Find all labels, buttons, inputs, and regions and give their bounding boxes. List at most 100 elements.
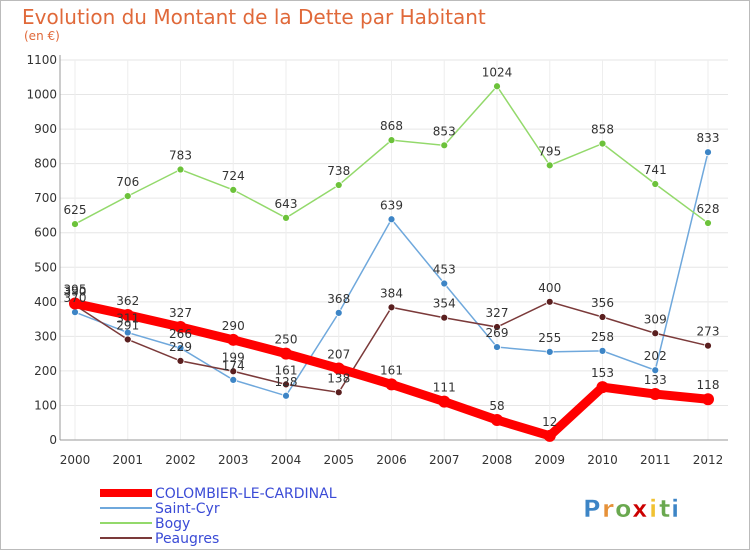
data-point-peaugres	[440, 313, 449, 322]
data-label-peaugres: 161	[275, 363, 298, 377]
axes: 0 100 200 300 400 500 600 700 800 900 1000 1100 2000…	[26, 53, 728, 467]
data-label-bogy: 853	[433, 124, 456, 138]
data-point-peaugres	[229, 367, 238, 376]
data-label-peaugres: 273	[697, 325, 720, 339]
brand-letter: i	[671, 495, 679, 523]
legend: COLOMBIER-LE-CARDINALSaint-CyrBogyPeaugr…	[100, 486, 337, 547]
data-point-bogy	[651, 180, 660, 188]
data-label-bogy: 625	[64, 203, 87, 217]
data-label-colombier-le-cardinal: 118	[697, 378, 720, 392]
data-label-saint-cyr: 202	[644, 349, 667, 363]
data-label-peaugres: 384	[380, 286, 403, 300]
data-label-bogy: 628	[697, 202, 720, 216]
data-label-peaugres: 390	[64, 284, 87, 298]
data-point-peaugres	[334, 388, 343, 397]
data-point-colombier-le-cardinal	[385, 378, 398, 391]
brand-letter: o	[615, 495, 632, 523]
y-tick-label: 1100	[26, 53, 57, 67]
data-point-colombier-le-cardinal	[121, 308, 134, 321]
data-point-saint-cyr	[387, 215, 396, 224]
data-label-bogy: 741	[644, 163, 667, 177]
y-tick-label: 1000	[26, 88, 57, 102]
data-label-bogy: 868	[380, 119, 403, 133]
data-point-peaugres	[176, 356, 185, 365]
data-point-colombier-le-cardinal	[69, 297, 81, 310]
legend-label-bogy: Bogy	[155, 516, 190, 532]
data-point-saint-cyr	[440, 279, 449, 288]
data-point-colombier-le-cardinal	[491, 413, 503, 426]
chart-title: Evolution du Montant de la Dette par Hab…	[22, 5, 486, 29]
data-label-saint-cyr: 174	[222, 359, 245, 373]
data-point-bogy	[598, 139, 607, 148]
data-label-peaugres: 354	[433, 297, 456, 311]
data-point-saint-cyr	[704, 148, 712, 157]
data-label-saint-cyr: 370	[64, 291, 87, 305]
data-label-peaugres: 138	[327, 371, 350, 385]
data-point-bogy	[545, 161, 554, 170]
data-point-peaugres	[123, 335, 132, 344]
data-point-bogy	[71, 220, 79, 228]
brand-letter: x	[632, 495, 648, 523]
data-point-peaugres	[545, 297, 554, 306]
grid	[60, 59, 728, 441]
data-point-saint-cyr	[282, 391, 290, 400]
data-labels: 370 311 266 174 128 368 639 453 269 255 258 202 833 6…	[64, 65, 720, 429]
data-label-saint-cyr: 258	[591, 330, 614, 344]
data-point-saint-cyr	[176, 344, 185, 353]
data-label-saint-cyr: 453	[433, 263, 456, 277]
data-label-peaugres: 199	[222, 350, 245, 364]
data-label-bogy: 724	[222, 169, 245, 183]
data-point-bogy	[229, 185, 238, 194]
data-point-colombier-le-cardinal	[543, 429, 556, 442]
data-label-saint-cyr: 269	[486, 326, 509, 340]
y-tick-label: 500	[34, 260, 57, 274]
data-point-saint-cyr	[493, 343, 501, 351]
x-tick-label: 2003	[218, 453, 249, 467]
data-label-saint-cyr: 266	[169, 327, 192, 341]
data-label-peaugres: 327	[486, 306, 509, 320]
data-point-bogy	[123, 192, 132, 201]
y-tick-label: 0	[49, 433, 57, 447]
data-label-bogy: 1024	[482, 65, 513, 79]
data-point-peaugres	[598, 313, 607, 321]
x-tick-label: 2000	[60, 453, 91, 467]
y-tick-label: 800	[34, 157, 57, 171]
data-label-saint-cyr: 833	[697, 131, 720, 145]
y-tick-label: 200	[34, 364, 57, 378]
data-label-colombier-le-cardinal: 395	[64, 283, 87, 297]
data-point-colombier-le-cardinal	[702, 393, 714, 406]
data-point-saint-cyr	[651, 366, 660, 375]
data-label-bogy: 643	[275, 197, 298, 211]
data-point-peaugres	[387, 303, 396, 312]
y-tick-label: 100	[34, 398, 57, 412]
x-tick-label: 2012	[693, 453, 724, 467]
data-label-colombier-le-cardinal: 111	[433, 381, 456, 395]
x-tick-label: 2010	[587, 453, 618, 467]
y-tick-label: 400	[34, 295, 57, 309]
brand-letter: P	[583, 495, 601, 523]
data-point-colombier-le-cardinal	[332, 362, 345, 375]
brand-letter: r	[602, 495, 614, 523]
data-label-colombier-le-cardinal: 290	[222, 319, 245, 333]
data-label-saint-cyr: 255	[538, 331, 561, 345]
data-label-saint-cyr: 639	[380, 198, 403, 212]
data-label-peaugres: 356	[591, 296, 614, 310]
brand-letter: i	[649, 495, 657, 523]
x-tick-label: 2006	[376, 453, 407, 467]
data-point-peaugres	[282, 380, 290, 389]
brand-letter: t	[659, 495, 670, 523]
x-tick-label: 2002	[165, 453, 196, 467]
data-label-saint-cyr: 128	[275, 375, 298, 389]
data-point-bogy	[387, 136, 396, 145]
data-point-bogy	[176, 165, 185, 174]
data-label-colombier-le-cardinal: 250	[275, 333, 298, 347]
data-point-saint-cyr	[598, 346, 607, 355]
data-label-bogy: 783	[169, 149, 192, 163]
data-label-saint-cyr: 311	[116, 312, 139, 326]
data-point-saint-cyr	[229, 375, 238, 384]
data-label-colombier-le-cardinal: 58	[489, 399, 504, 413]
data-label-bogy: 858	[591, 123, 614, 137]
data-point-bogy	[440, 141, 449, 150]
data-label-colombier-le-cardinal: 207	[327, 347, 350, 361]
